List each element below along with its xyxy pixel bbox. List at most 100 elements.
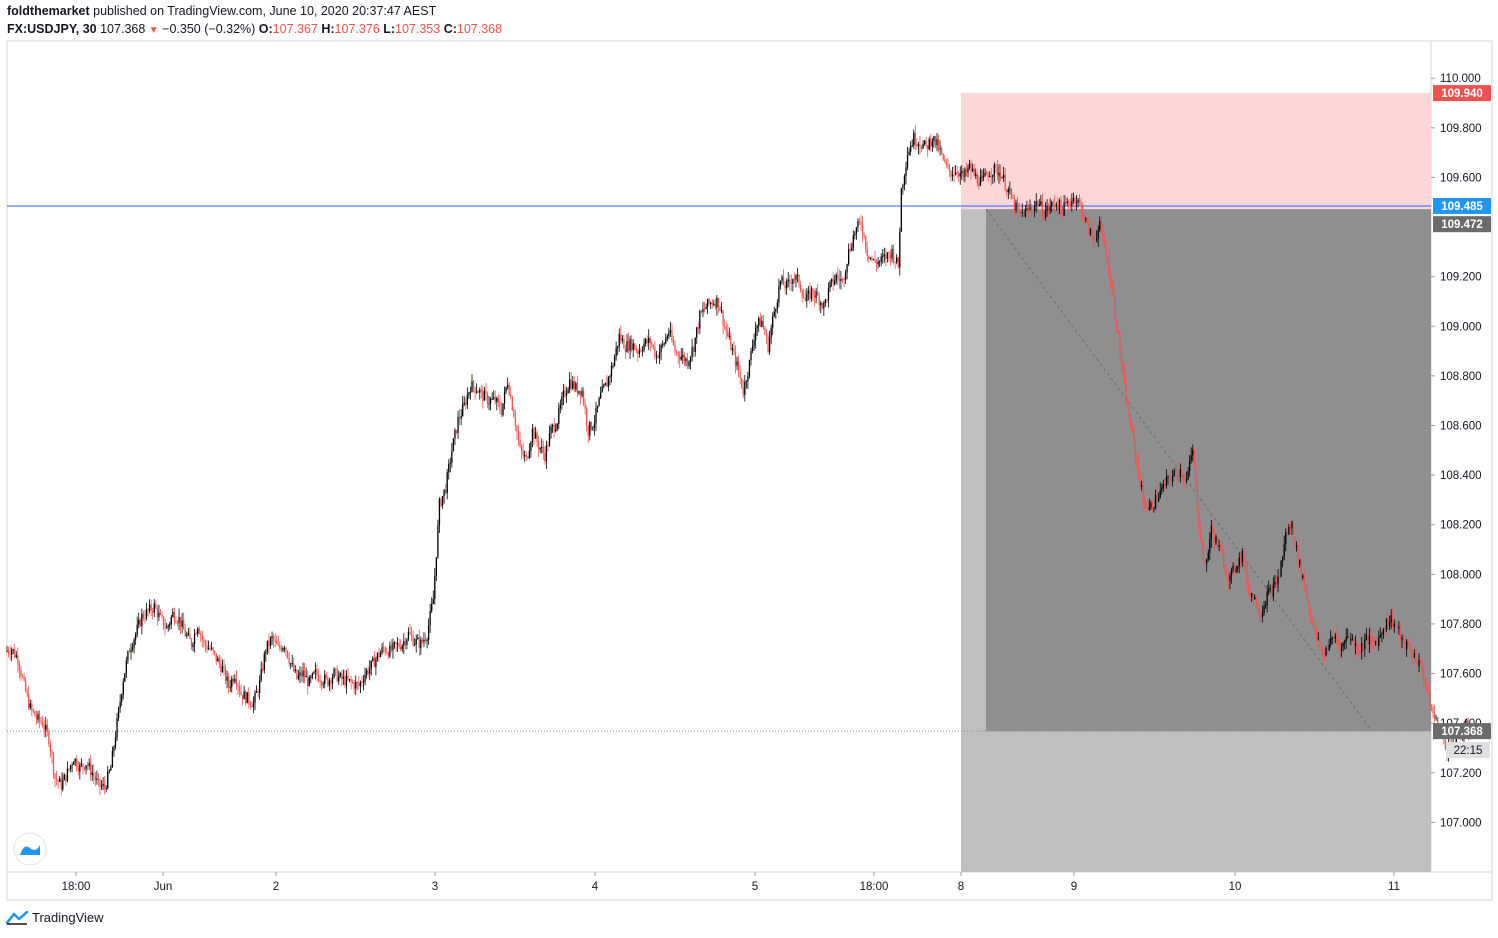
candle-body[interactable] <box>252 702 255 708</box>
candle-body[interactable] <box>1299 559 1301 565</box>
candle-body[interactable] <box>998 172 1000 176</box>
candle-body[interactable] <box>1066 201 1068 204</box>
candle-body[interactable] <box>331 677 334 684</box>
stop-loss-zone[interactable] <box>961 93 1431 210</box>
candle-body[interactable] <box>541 446 543 449</box>
candle-body[interactable] <box>1322 649 1324 652</box>
candle-body[interactable] <box>1068 201 1070 204</box>
candle-body[interactable] <box>658 352 661 359</box>
candle-body[interactable] <box>902 185 904 189</box>
candle-body[interactable] <box>79 764 81 772</box>
candle-body[interactable] <box>1376 641 1378 646</box>
candle-body[interactable] <box>38 713 41 721</box>
candle-body[interactable] <box>1153 508 1155 510</box>
candle-body[interactable] <box>624 348 627 352</box>
candle-body[interactable] <box>1388 622 1391 627</box>
candle-body[interactable] <box>913 132 915 146</box>
candle-body[interactable] <box>1207 552 1209 560</box>
candle-body[interactable] <box>1263 606 1265 613</box>
candle-body[interactable] <box>776 302 778 310</box>
candle-body[interactable] <box>854 233 856 236</box>
candle-body[interactable] <box>744 381 746 395</box>
price-chart[interactable]: 110.000 109.800 109.600 109.200 109.000 108.8… <box>0 0 1498 905</box>
candle-body[interactable] <box>344 676 346 686</box>
candle-body[interactable] <box>590 422 592 430</box>
candle-body[interactable] <box>680 356 682 360</box>
candle-body[interactable] <box>31 703 33 710</box>
candle-body[interactable] <box>524 455 526 457</box>
candle-body[interactable] <box>1210 525 1212 540</box>
candle-body[interactable] <box>296 669 298 679</box>
candle-body[interactable] <box>183 620 185 630</box>
candle-body[interactable] <box>333 668 335 678</box>
candle-body[interactable] <box>100 785 103 787</box>
candle-body[interactable] <box>936 139 938 146</box>
candle-body[interactable] <box>582 390 585 404</box>
candle-body[interactable] <box>615 347 617 357</box>
candle-body[interactable] <box>241 694 244 700</box>
candle-body[interactable] <box>437 525 439 558</box>
candle-body[interactable] <box>931 141 933 147</box>
candle-body[interactable] <box>1151 503 1154 510</box>
candle-body[interactable] <box>1406 641 1408 650</box>
candle-body[interactable] <box>1170 480 1172 482</box>
candle-body[interactable] <box>401 645 403 650</box>
candle-body[interactable] <box>631 338 633 350</box>
candle-body[interactable] <box>1424 680 1426 685</box>
candle-body[interactable] <box>1314 625 1316 629</box>
candle-body[interactable] <box>1275 581 1278 585</box>
candle-body[interactable] <box>1334 635 1336 639</box>
candle-body[interactable] <box>700 311 703 313</box>
candle-body[interactable] <box>1057 204 1059 210</box>
candle-body[interactable] <box>97 778 100 780</box>
candle-body[interactable] <box>1001 177 1003 179</box>
candle-body[interactable] <box>1268 588 1270 592</box>
candle-body[interactable] <box>379 652 382 657</box>
candle-body[interactable] <box>432 599 434 605</box>
candle-body[interactable] <box>290 663 292 665</box>
candle-body[interactable] <box>644 339 647 344</box>
candle-body[interactable] <box>711 302 713 305</box>
candle-body[interactable] <box>1430 707 1433 709</box>
candle-body[interactable] <box>384 648 386 653</box>
candle-body[interactable] <box>883 254 885 256</box>
candle-body[interactable] <box>1257 607 1259 612</box>
candle-body[interactable] <box>144 618 146 620</box>
candle-body[interactable] <box>675 351 678 353</box>
candle-body[interactable] <box>187 633 189 635</box>
candle-body[interactable] <box>1212 525 1214 534</box>
candle-body[interactable] <box>243 691 245 700</box>
candle-body[interactable] <box>1181 469 1183 478</box>
candle-body[interactable] <box>829 281 831 288</box>
candle-body[interactable] <box>593 423 596 428</box>
candle-body[interactable] <box>83 767 86 770</box>
candle-body[interactable] <box>1362 643 1364 650</box>
candle-body[interactable] <box>914 132 916 145</box>
candle-body[interactable] <box>1251 593 1253 597</box>
candle-body[interactable] <box>1164 483 1166 486</box>
candle-body[interactable] <box>840 279 842 282</box>
candle-body[interactable] <box>886 252 889 260</box>
candle-body[interactable] <box>152 611 154 613</box>
candle-body[interactable] <box>48 731 50 744</box>
candle-body[interactable] <box>823 302 825 309</box>
candle-body[interactable] <box>42 722 44 727</box>
candle-body[interactable] <box>981 176 983 178</box>
candle-body[interactable] <box>629 338 631 351</box>
candle-body[interactable] <box>1139 473 1141 487</box>
candle-body[interactable] <box>637 350 639 354</box>
candle-body[interactable] <box>414 644 416 646</box>
candle-body[interactable] <box>468 392 470 396</box>
candle-body[interactable] <box>491 398 493 400</box>
candle-body[interactable] <box>80 763 83 765</box>
candle-body[interactable] <box>489 399 492 404</box>
candle-body[interactable] <box>99 779 101 787</box>
candle-body[interactable] <box>86 765 89 767</box>
candle-body[interactable] <box>324 674 326 684</box>
candle-body[interactable] <box>865 236 867 250</box>
candle-body[interactable] <box>286 650 289 658</box>
price-tag[interactable] <box>1433 85 1491 102</box>
candle-body[interactable] <box>234 678 236 682</box>
candle-body[interactable] <box>1120 353 1123 364</box>
candle-body[interactable] <box>342 676 344 680</box>
